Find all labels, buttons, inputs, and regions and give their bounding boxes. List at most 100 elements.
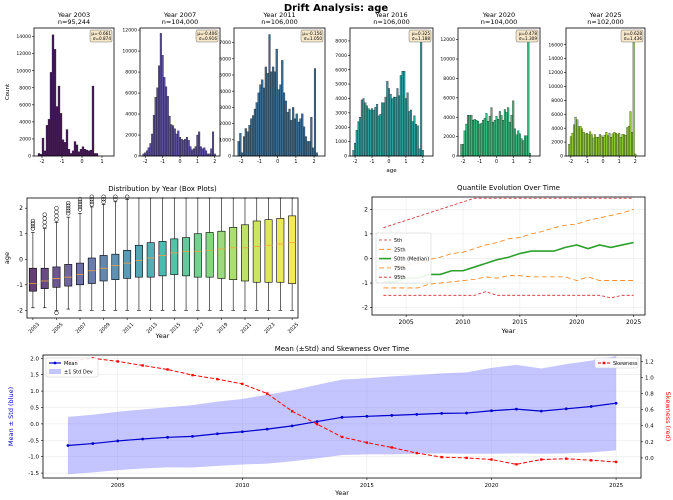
histogram-bar: [598, 134, 601, 157]
histogram-bar: [589, 131, 592, 157]
histogram-bar: [91, 85, 95, 157]
hist-2003: 0 2000 4000 6000 8000 10000 12000 14000 -2 -1 0 1 Ye…: [5, 11, 115, 165]
histogram-bar: [177, 130, 180, 157]
y-tick-label: -1: [17, 282, 23, 289]
box-plot-frame: [26, 197, 299, 319]
skewness-point: [141, 364, 144, 367]
y-tick-label: 0: [19, 256, 23, 263]
box-body: [264, 219, 273, 283]
skewness-point: [166, 368, 169, 371]
histogram-bar: [295, 113, 298, 157]
histogram-bar: [384, 96, 387, 157]
histogram-bar: [147, 147, 150, 157]
x-tick-label: 1: [196, 159, 199, 165]
y-tick-label: 0: [344, 154, 347, 160]
histogram-bar: [172, 125, 175, 157]
y-tick-label: 0.5: [30, 405, 39, 411]
histogram-bar: [413, 115, 416, 157]
box-outlier: [30, 223, 36, 229]
histogram-bar: [49, 72, 53, 157]
histogram-bar: [577, 126, 580, 157]
histogram-bar: [355, 129, 358, 157]
y-tick-label: 0: [560, 154, 563, 160]
box-body: [40, 267, 49, 289]
histogram-bar: [192, 148, 195, 157]
histogram-bar: [505, 112, 508, 157]
histogram-bar: [619, 137, 622, 157]
histogram-bar: [365, 105, 368, 157]
box-outlier: [101, 197, 106, 202]
stats-box: [408, 29, 432, 43]
histogram-bar: [507, 107, 510, 157]
histogram-bar: [308, 141, 311, 157]
skewness-point: [565, 457, 568, 460]
mean-point: [539, 409, 543, 413]
histogram-bar: [602, 137, 605, 157]
histogram-bar: [284, 100, 287, 157]
histogram-bar: [605, 132, 608, 157]
histogram-bar: [158, 65, 161, 157]
x-tick-label: 2020: [485, 483, 499, 489]
mean-point: [66, 444, 70, 447]
histogram-bar: [266, 73, 269, 157]
box-body: [217, 230, 226, 279]
x-tick-label: 0: [602, 159, 605, 165]
y2-tick-label: 0.0: [645, 456, 654, 462]
std-band: [67, 356, 617, 475]
histogram-bar: [367, 108, 370, 157]
stats-box: [89, 29, 113, 43]
stats-box: [515, 29, 539, 43]
stats-mean: μ=-0.661: [91, 31, 111, 36]
histogram-bar: [527, 36, 530, 157]
histogram-bar: [194, 146, 197, 157]
skewness-point: [266, 392, 269, 395]
box-body: [158, 241, 167, 277]
histogram-bar: [71, 150, 75, 157]
histogram-bar: [512, 100, 515, 157]
x-tick-label: -1: [257, 159, 262, 165]
histogram-bar: [159, 33, 162, 157]
skewness-point: [614, 460, 618, 464]
y-tick-label: 8000: [19, 85, 31, 91]
stats-mean: μ=0.325: [412, 31, 430, 36]
skewness-point: [116, 360, 119, 363]
histogram-bar: [401, 71, 404, 157]
histogram-bar: [608, 132, 611, 157]
y-tick-label: -2: [362, 305, 368, 312]
x-tick-label: 2025: [626, 319, 641, 326]
box-body: [241, 224, 249, 282]
skewness-point: [490, 458, 493, 461]
stats-std: σ=1.050: [304, 36, 322, 41]
histogram-title: Year 2025: [588, 11, 621, 19]
histogram-title: Year 2020: [482, 11, 515, 19]
histogram-subtitle: n=106,000: [373, 18, 409, 26]
box-outlier: [77, 207, 83, 212]
histogram-bar: [515, 134, 518, 157]
histogram-bar: [389, 94, 392, 157]
stats-mean: μ=0.628: [624, 31, 642, 36]
histogram-bar: [301, 113, 304, 157]
box-outlier: [66, 200, 71, 206]
histogram-bar: [600, 135, 603, 157]
histogram-bar: [357, 121, 360, 157]
histogram-bar: [621, 134, 624, 157]
histogram-bar: [290, 120, 293, 157]
x-tick-label: -2: [568, 159, 573, 165]
histogram-bar: [81, 146, 85, 157]
histogram-bar: [374, 106, 377, 157]
histogram-bar: [168, 116, 171, 157]
y-tick-label: 6000: [125, 91, 137, 97]
skewness-point: [415, 451, 418, 455]
histogram-bar: [584, 133, 587, 157]
hist-2020: 0 2000 4000 6000 8000 10000 12000 -2 -1 0 1 2 Year 2…: [440, 11, 541, 165]
skewness-point: [191, 373, 194, 377]
histogram-bar: [396, 88, 399, 157]
y2-tick-label: 0.2: [645, 440, 654, 446]
y-tick-label: 10000: [122, 49, 137, 55]
histogram-bar: [523, 135, 526, 157]
y2-tick-label: 1.0: [645, 376, 654, 382]
histogram-frame: [233, 27, 326, 157]
histogram-bar: [161, 55, 164, 157]
histogram-bar: [497, 119, 500, 157]
histogram-frame: [349, 27, 434, 157]
